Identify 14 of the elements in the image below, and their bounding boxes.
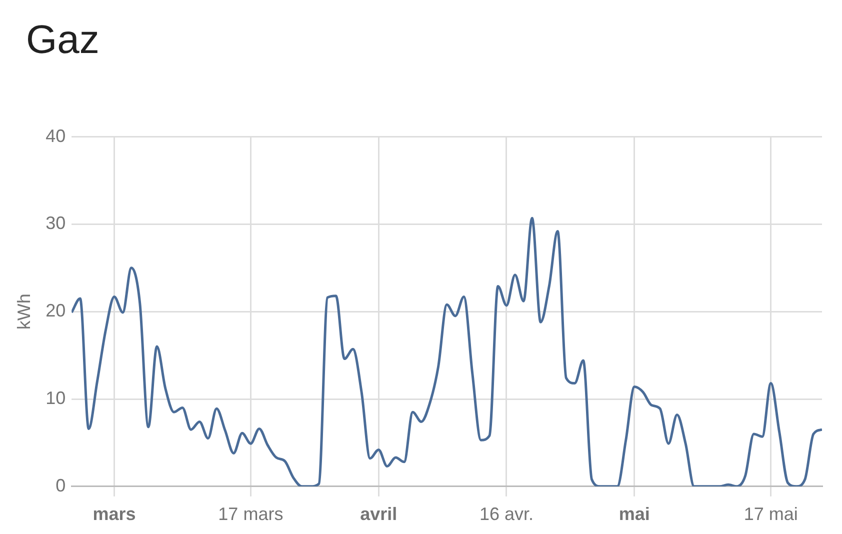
y-tick-label: 40 <box>46 126 66 146</box>
y-tick-label: 30 <box>46 213 66 234</box>
x-tick-label: mars <box>92 504 136 524</box>
y-tick-label: 0 <box>56 475 66 496</box>
x-tick-label: mai <box>618 504 650 524</box>
line-series <box>72 216 822 486</box>
y-axis-title: kWh <box>14 294 34 330</box>
x-tick-label: 16 avr. <box>479 504 534 524</box>
x-tick-label: avril <box>360 504 398 524</box>
y-tick-label: 20 <box>46 300 66 321</box>
y-tick-label: 10 <box>46 388 66 408</box>
x-tick-label: 17 mars <box>218 504 284 524</box>
chart-title: Gaz <box>26 18 100 63</box>
x-tick-label: 17 mai <box>744 504 798 524</box>
